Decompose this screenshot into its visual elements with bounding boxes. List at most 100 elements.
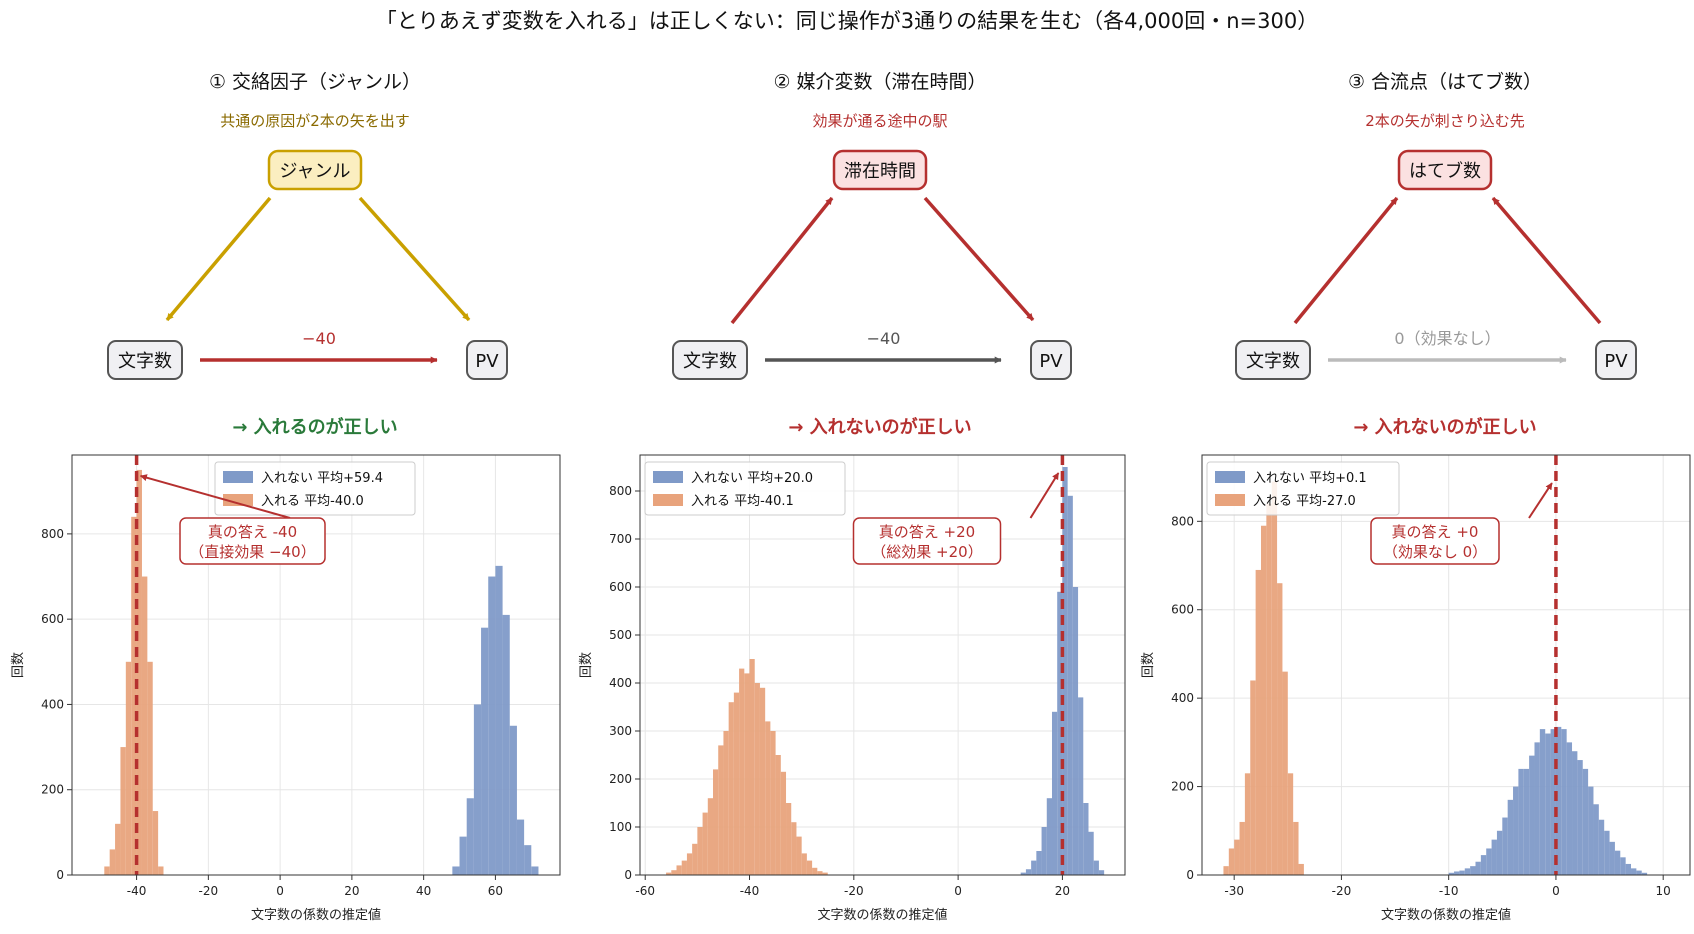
histogram-bar <box>481 627 489 875</box>
histogram-bar <box>1260 525 1267 875</box>
histogram-bar <box>141 576 148 875</box>
histogram-bar <box>1036 851 1042 875</box>
histogram-bar <box>1020 872 1026 875</box>
histogram-bar <box>759 687 766 875</box>
histogram-bar <box>702 812 708 875</box>
histogram-bar <box>1480 855 1487 875</box>
histogram-bar <box>1067 495 1073 875</box>
histogram-bar <box>459 836 467 875</box>
x-axis-label: 文字数の係数の推定値 <box>1381 907 1511 923</box>
series-not-included <box>452 565 539 875</box>
y-tick-label: 200 <box>609 772 632 786</box>
target-node <box>1595 340 1637 380</box>
y-tick-label: 0 <box>624 868 632 882</box>
source-node-label: 文字数 <box>683 351 737 372</box>
histogram-bar <box>754 683 760 875</box>
diagram-edge-arrow <box>923 196 1035 322</box>
histogram-bar <box>666 872 672 875</box>
plot-frame <box>1201 454 1691 876</box>
y-tick-label: 800 <box>41 527 64 541</box>
diagram-edge-arrow <box>1491 196 1602 325</box>
histogram-bar <box>1239 821 1245 875</box>
histogram-bar <box>765 721 771 875</box>
histogram-bar <box>1282 671 1288 875</box>
truth-annotation: 真の答え +0 （効果なし 0） <box>1370 482 1553 565</box>
diagram-edge-arrow <box>1293 196 1399 325</box>
diagram-edge-arrow <box>730 196 834 325</box>
y-tick-label: 400 <box>609 676 632 690</box>
y-tick-label: 0 <box>1186 868 1194 882</box>
histogram-bar <box>1566 742 1573 875</box>
histogram-bar <box>1513 786 1519 875</box>
histogram-bar <box>1470 866 1476 875</box>
third-node-label: 滞在時間 <box>844 161 916 182</box>
histogram-bar <box>1523 768 1530 875</box>
y-tick-label: 100 <box>609 820 632 834</box>
histogram-bar <box>1518 768 1524 875</box>
x-tick-label: -20 <box>1332 884 1352 898</box>
third-node <box>832 149 928 191</box>
panel-header: ③ 合流点（はてブ数） <box>1348 70 1542 93</box>
histogram-bar <box>801 853 807 875</box>
legend: 入れない 平均+20.0 入れる 平均-40.1 <box>644 461 846 516</box>
annotation-box <box>179 517 326 565</box>
plot-frame <box>71 454 561 876</box>
histogram-bar <box>1244 773 1251 875</box>
histogram-bar <box>1620 857 1626 875</box>
histogram-bar <box>1078 697 1084 875</box>
x-axis-label: 文字数の係数の推定値 <box>817 907 947 923</box>
histogram-chart: -60 -40 -20 0 200100200300400500600700800文字数… <box>579 454 1126 923</box>
histogram-bar <box>524 845 532 875</box>
histogram-bar <box>1277 583 1283 875</box>
histogram-bar <box>1625 863 1632 875</box>
x-tick-label: -20 <box>199 884 219 898</box>
histogram-bar <box>1266 503 1272 875</box>
annotation-line-1: 真の答え +0 <box>1392 523 1479 541</box>
histogram-bar <box>495 565 503 875</box>
direct-edge-label: −40 <box>302 329 336 348</box>
histogram-bar <box>1454 871 1460 875</box>
histogram-bar <box>1550 729 1556 875</box>
histogram-bar <box>1031 860 1037 875</box>
histogram-bar <box>131 516 137 875</box>
series-not-included <box>1448 726 1648 875</box>
histogram-bar <box>791 822 797 875</box>
x-tick-label: 60 <box>488 884 503 898</box>
diagram-edge-arrow <box>165 196 272 322</box>
histogram-bar <box>770 731 776 875</box>
histogram-bar <box>697 827 703 875</box>
x-tick-label: -20 <box>844 884 864 898</box>
histogram-bar <box>473 704 482 875</box>
annotation-box <box>1370 517 1500 565</box>
y-tick-label: 800 <box>1171 514 1194 528</box>
histogram-bar <box>115 823 121 875</box>
x-tick-label: 20 <box>1055 884 1070 898</box>
legend-label-not-included: 入れない 平均+20.0 <box>691 471 813 486</box>
histogram-bar <box>452 866 460 875</box>
histogram-bar <box>686 853 693 875</box>
y-tick-label: 800 <box>609 484 632 498</box>
source-node <box>107 340 183 380</box>
y-tick-label: 600 <box>609 580 632 594</box>
histogram-bar <box>1093 860 1099 875</box>
histogram-bar <box>1223 866 1229 875</box>
y-tick-label: 200 <box>41 783 64 797</box>
histogram-bar <box>1250 680 1256 875</box>
truth-annotation: 真の答え -40 （直接効果 −40） <box>139 474 326 565</box>
histogram-bar <box>120 747 126 875</box>
histogram-bar <box>676 865 682 875</box>
histogram-bar <box>1577 760 1583 875</box>
y-tick-label: 200 <box>1171 780 1194 794</box>
source-node <box>1235 340 1311 380</box>
annotation-arrow <box>1029 472 1060 519</box>
histogram-bar <box>1545 733 1551 875</box>
histogram-bar <box>1598 819 1605 875</box>
third-node-label: はてブ数 <box>1409 160 1481 182</box>
series-not-included <box>1020 467 1105 875</box>
x-tick-label: 20 <box>344 884 359 898</box>
histogram-bar <box>1098 870 1105 875</box>
histogram-bar <box>1025 869 1032 875</box>
histogram-bar <box>1234 839 1240 875</box>
